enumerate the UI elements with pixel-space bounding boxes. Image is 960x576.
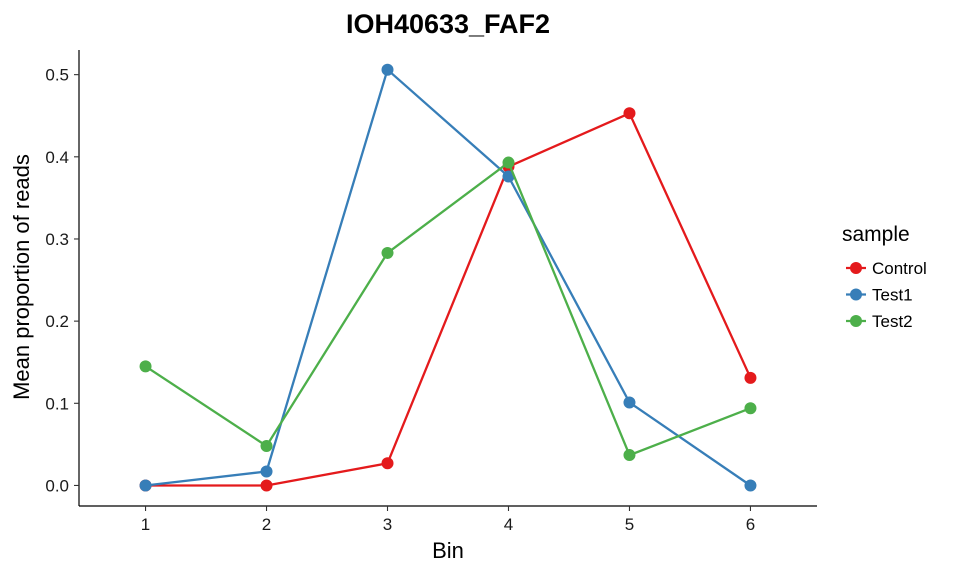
- legend-label: Test2: [872, 312, 913, 331]
- series-control: [139, 107, 757, 492]
- legend-key-point: [850, 288, 862, 301]
- data-point-test2: [381, 246, 394, 259]
- y-tick-label: 0.0: [45, 476, 69, 495]
- legend-title: sample: [842, 223, 910, 246]
- y-tick-label: 0.5: [45, 66, 69, 85]
- y-tick-label: 0.4: [45, 148, 69, 167]
- data-point-test1: [139, 479, 152, 492]
- y-axis-ticks: 0.0 0.1 0.2 0.3 0.4 0.5: [45, 66, 79, 495]
- legend-key-point: [850, 315, 862, 327]
- legend: sample Control Test1 Test2: [842, 223, 927, 331]
- y-tick-label: 0.1: [45, 394, 69, 413]
- legend-key-point: [850, 262, 862, 274]
- series-line-control: [145, 112, 752, 487]
- series-layer: [139, 63, 757, 492]
- y-axis-title: Mean proportion of reads: [9, 154, 34, 400]
- x-tick-label: 2: [262, 515, 271, 534]
- data-point-test2: [623, 449, 636, 462]
- data-point-control: [744, 371, 757, 384]
- data-point-control: [381, 457, 394, 470]
- x-tick-label: 3: [383, 515, 392, 534]
- data-point-test1: [260, 465, 273, 478]
- data-point-test2: [260, 440, 273, 453]
- data-point-test2: [744, 402, 757, 415]
- data-point-control: [260, 479, 273, 492]
- legend-label: Control: [872, 259, 927, 278]
- x-tick-label: 6: [746, 515, 755, 534]
- legend-label: Test1: [872, 286, 913, 305]
- y-tick-label: 0.3: [45, 230, 69, 249]
- series-test2: [139, 156, 757, 462]
- series-line-test2: [144, 161, 751, 457]
- data-point-test2: [502, 156, 515, 169]
- legend-items: Control Test1 Test2: [846, 259, 927, 331]
- series-line-test1: [145, 68, 752, 487]
- legend-item-test2: Test2: [846, 312, 913, 331]
- data-point-test2: [139, 360, 152, 373]
- series-test1: [139, 63, 757, 492]
- x-tick-label: 5: [625, 515, 634, 534]
- plot-area: 0.0 0.1 0.2 0.3 0.4 0.5 1 2 3 4 5 6: [45, 50, 817, 534]
- data-point-test1: [744, 479, 757, 492]
- legend-item-test1: Test1: [846, 286, 913, 305]
- x-axis-ticks: 1 2 3 4 5 6: [141, 506, 755, 534]
- x-tick-label: 4: [504, 515, 513, 534]
- data-point-test1: [502, 170, 515, 183]
- x-axis-title: Bin: [432, 538, 464, 563]
- data-point-control: [623, 107, 636, 120]
- y-tick-label: 0.2: [45, 312, 69, 331]
- x-tick-label: 1: [141, 515, 150, 534]
- legend-item-control: Control: [846, 259, 927, 278]
- data-point-test1: [623, 396, 636, 409]
- chart-title: IOH40633_FAF2: [346, 9, 550, 39]
- data-point-test1: [381, 63, 394, 76]
